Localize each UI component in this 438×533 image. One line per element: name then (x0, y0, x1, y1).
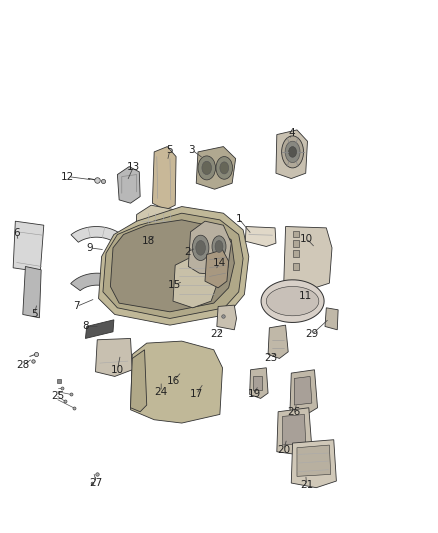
Text: 17: 17 (190, 390, 203, 399)
Polygon shape (23, 266, 41, 318)
Polygon shape (293, 240, 299, 247)
Ellipse shape (220, 162, 229, 174)
Text: 27: 27 (89, 478, 102, 488)
Polygon shape (170, 352, 192, 386)
Polygon shape (194, 359, 217, 397)
Polygon shape (71, 227, 122, 243)
Polygon shape (117, 166, 140, 203)
Text: 10: 10 (300, 233, 313, 244)
Text: 25: 25 (51, 391, 64, 401)
Text: 19: 19 (247, 390, 261, 399)
Text: 2: 2 (184, 247, 191, 257)
Polygon shape (131, 350, 147, 411)
Text: 3: 3 (188, 145, 195, 155)
Polygon shape (205, 250, 229, 288)
Polygon shape (293, 250, 299, 256)
Polygon shape (277, 408, 312, 454)
Polygon shape (217, 305, 237, 330)
Polygon shape (71, 273, 124, 290)
Polygon shape (253, 376, 262, 390)
Text: 14: 14 (212, 258, 226, 268)
Text: 5: 5 (166, 145, 173, 155)
Ellipse shape (196, 240, 205, 255)
Polygon shape (135, 205, 179, 263)
Polygon shape (291, 440, 336, 488)
Polygon shape (268, 325, 288, 359)
Polygon shape (297, 445, 331, 477)
Text: 15: 15 (168, 280, 181, 290)
Ellipse shape (316, 264, 321, 271)
Text: 20: 20 (277, 445, 290, 455)
Polygon shape (196, 147, 236, 189)
Polygon shape (95, 338, 132, 376)
Polygon shape (85, 320, 114, 338)
Text: 7: 7 (73, 302, 80, 311)
Text: 21: 21 (300, 480, 313, 490)
Text: 6: 6 (13, 228, 20, 238)
Text: 24: 24 (155, 387, 168, 397)
Polygon shape (250, 368, 268, 399)
Polygon shape (293, 231, 299, 237)
Ellipse shape (216, 157, 233, 179)
Ellipse shape (289, 147, 297, 157)
Polygon shape (293, 263, 299, 270)
Polygon shape (325, 308, 338, 330)
Polygon shape (283, 415, 306, 445)
Ellipse shape (212, 236, 226, 257)
Text: 23: 23 (264, 353, 277, 364)
Polygon shape (284, 227, 332, 290)
Text: 8: 8 (82, 321, 89, 332)
Text: 18: 18 (142, 236, 155, 246)
Ellipse shape (202, 161, 212, 175)
Text: 16: 16 (166, 376, 180, 386)
Text: 4: 4 (288, 128, 295, 138)
Polygon shape (13, 221, 44, 272)
Polygon shape (290, 370, 318, 415)
Polygon shape (188, 221, 231, 274)
Text: 9: 9 (86, 243, 93, 253)
Ellipse shape (215, 240, 223, 253)
Ellipse shape (282, 136, 304, 168)
Polygon shape (131, 341, 223, 423)
Ellipse shape (315, 249, 323, 260)
Polygon shape (173, 255, 218, 308)
Text: 12: 12 (61, 172, 74, 182)
Ellipse shape (198, 156, 215, 180)
Text: 1: 1 (235, 214, 242, 223)
Text: 26: 26 (288, 407, 301, 417)
Text: 11: 11 (299, 292, 312, 302)
Text: 22: 22 (210, 329, 223, 340)
Polygon shape (261, 280, 324, 322)
Polygon shape (276, 130, 307, 179)
Polygon shape (245, 227, 276, 247)
Text: 10: 10 (111, 365, 124, 375)
Text: 13: 13 (127, 161, 140, 172)
Polygon shape (294, 376, 312, 405)
Polygon shape (152, 147, 176, 210)
Text: 5: 5 (31, 310, 38, 319)
Polygon shape (99, 207, 249, 325)
Polygon shape (103, 213, 243, 318)
Ellipse shape (285, 141, 300, 163)
Text: 28: 28 (16, 360, 29, 370)
Text: 29: 29 (305, 329, 318, 340)
Ellipse shape (192, 235, 209, 261)
Polygon shape (266, 287, 319, 316)
Polygon shape (110, 220, 234, 312)
